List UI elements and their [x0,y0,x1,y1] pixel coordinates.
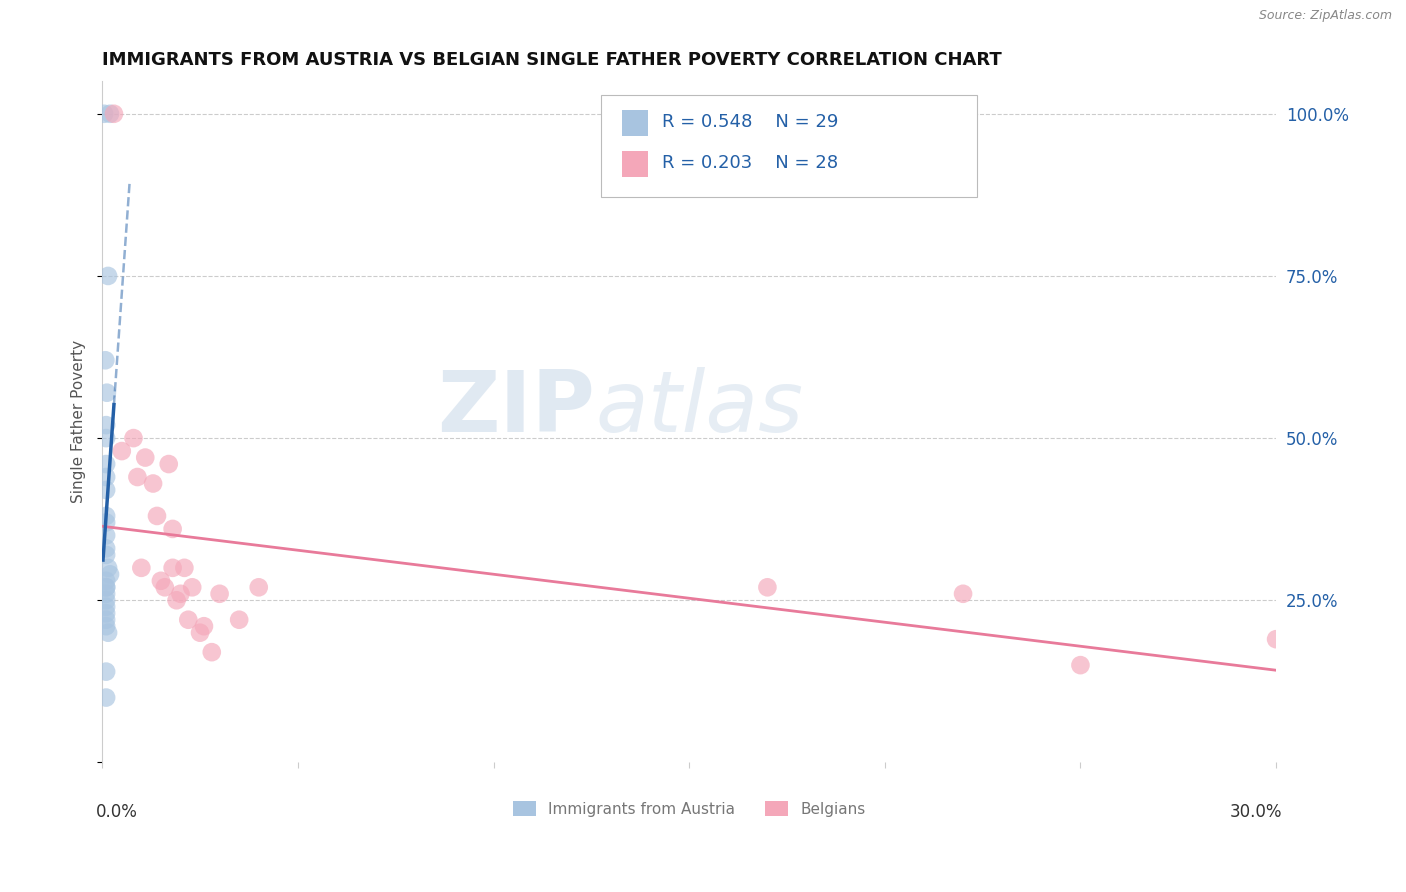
Point [94,613,117,627]
Point [94,508,117,523]
Text: 30.0%: 30.0% [1229,804,1282,822]
Point [94,548,117,562]
Point [94,528,117,542]
Text: Source: ZipAtlas.com: Source: ZipAtlas.com [1258,9,1392,22]
Point [181,580,204,594]
Point [142,476,165,491]
Point [146,508,169,523]
Point [97,561,120,575]
FancyBboxPatch shape [602,95,977,197]
Point [169,587,191,601]
Point [756,580,779,594]
Point [93,107,115,121]
Point [1265,632,1288,647]
Point [162,522,184,536]
Point [173,561,195,575]
Point [94,580,117,594]
Point [134,450,156,465]
Point [122,431,145,445]
Legend: Immigrants from Austria, Belgians: Immigrants from Austria, Belgians [506,795,872,823]
Point [94,606,117,620]
Point [188,625,211,640]
Point [228,613,250,627]
Point [162,561,184,575]
Point [193,619,215,633]
Point [1069,658,1091,673]
Point [98,567,121,582]
Text: IMMIGRANTS FROM AUSTRIA VS BELGIAN SINGLE FATHER POVERTY CORRELATION CHART: IMMIGRANTS FROM AUSTRIA VS BELGIAN SINGL… [103,51,1002,69]
Text: R = 0.548    N = 29: R = 0.548 N = 29 [662,113,838,131]
FancyBboxPatch shape [623,151,648,177]
Point [94,593,117,607]
Point [94,457,117,471]
Y-axis label: Single Father Poverty: Single Father Poverty [72,341,86,503]
Point [94,470,117,484]
Point [94,483,117,497]
Text: atlas: atlas [595,367,803,450]
Point [94,690,117,705]
Text: ZIP: ZIP [437,367,595,450]
Point [153,580,176,594]
Point [149,574,172,588]
Point [94,587,117,601]
Text: R = 0.203    N = 28: R = 0.203 N = 28 [662,154,838,172]
Point [94,541,117,556]
FancyBboxPatch shape [623,110,648,136]
Point [97,268,120,283]
Text: 0.0%: 0.0% [97,804,138,822]
Point [94,418,117,433]
Point [201,645,224,659]
Point [98,107,121,121]
Point [94,599,117,614]
Point [103,107,125,121]
Point [94,353,117,368]
Point [94,574,117,588]
Point [111,444,134,458]
Point [97,625,120,640]
Point [94,619,117,633]
Point [94,431,117,445]
Point [157,457,180,471]
Point [96,385,118,400]
Point [94,665,117,679]
Point [94,516,117,530]
Point [131,561,153,575]
Point [952,587,974,601]
Point [247,580,270,594]
Point [208,587,231,601]
Point [166,593,188,607]
Point [177,613,200,627]
Point [127,470,149,484]
Point [94,580,117,594]
